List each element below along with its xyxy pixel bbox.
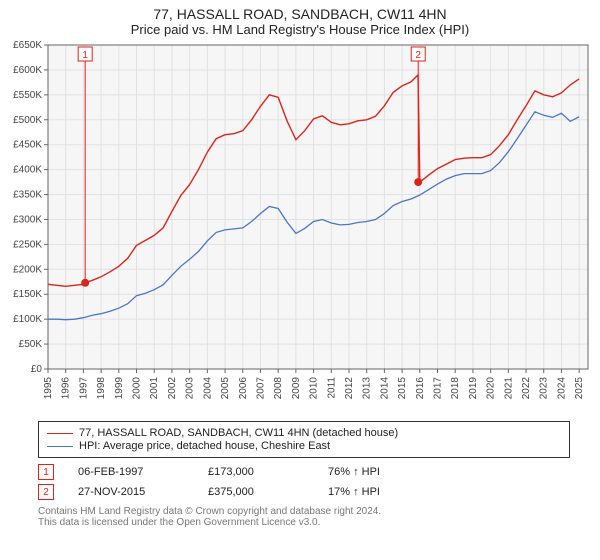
legend: 77, HASSALL ROAD, SANDBACH, CW11 4HN (de… [38,421,570,458]
chart-title-line1: 77, HASSALL ROAD, SANDBACH, CW11 4HN [0,6,600,22]
svg-text:2011: 2011 [326,377,337,399]
svg-text:£300K: £300K [13,214,42,225]
svg-text:2015: 2015 [397,377,408,400]
svg-text:2024: 2024 [556,377,567,400]
svg-text:£450K: £450K [13,140,42,151]
svg-text:2021: 2021 [503,377,514,400]
svg-text:1997: 1997 [78,377,89,400]
svg-text:£0: £0 [31,364,43,375]
legend-item: HPI: Average price, detached house, Ches… [47,440,561,452]
sale-price: £173,000 [208,466,328,478]
sales-row: 1 06-FEB-1997£173,00076% ↑ HPI [38,464,570,480]
svg-text:2007: 2007 [255,377,266,400]
svg-text:1998: 1998 [96,377,107,400]
svg-text:£100K: £100K [13,314,42,325]
sale-price: £375,000 [208,486,328,498]
sale-date: 27-NOV-2015 [78,486,208,498]
svg-text:2017: 2017 [433,377,444,400]
svg-text:£650K: £650K [13,40,42,51]
footer-line2: This data is licensed under the Open Gov… [38,517,570,528]
sale-badge: 1 [38,464,54,480]
svg-text:2020: 2020 [486,377,497,400]
svg-text:2019: 2019 [468,377,479,400]
footer-line1: Contains HM Land Registry data © Crown c… [38,506,570,517]
svg-text:2005: 2005 [220,377,231,400]
svg-text:£250K: £250K [13,239,42,250]
svg-text:2: 2 [415,50,421,61]
svg-text:1995: 1995 [43,377,54,400]
sale-badge: 2 [38,484,54,500]
svg-text:2009: 2009 [291,377,302,400]
legend-swatch [47,446,73,447]
svg-text:2016: 2016 [415,377,426,400]
svg-text:2014: 2014 [379,377,390,400]
svg-text:2022: 2022 [521,377,532,400]
legend-label: HPI: Average price, detached house, Ches… [79,440,330,452]
svg-text:1996: 1996 [61,377,72,400]
svg-text:2013: 2013 [362,377,373,400]
svg-text:2006: 2006 [238,377,249,400]
svg-text:2002: 2002 [167,377,178,400]
svg-text:£50K: £50K [19,339,43,350]
svg-text:1999: 1999 [114,377,125,400]
svg-text:£200K: £200K [13,264,42,275]
svg-text:2001: 2001 [149,377,160,400]
sale-marker-1 [81,279,89,287]
svg-text:2000: 2000 [132,377,143,400]
svg-text:£550K: £550K [13,90,42,101]
svg-text:£400K: £400K [13,165,42,176]
svg-text:2023: 2023 [539,377,550,400]
sales-row: 2 27-NOV-2015£375,00017% ↑ HPI [38,484,570,500]
svg-text:£150K: £150K [13,289,42,300]
sale-date: 06-FEB-1997 [78,466,208,478]
svg-text:£600K: £600K [13,65,42,76]
svg-text:2025: 2025 [574,377,585,400]
legend-swatch [47,433,73,434]
legend-item: 77, HASSALL ROAD, SANDBACH, CW11 4HN (de… [47,427,561,439]
svg-text:2012: 2012 [344,377,355,400]
svg-text:£350K: £350K [13,190,42,201]
chart-title-block: 77, HASSALL ROAD, SANDBACH, CW11 4HN Pri… [0,0,600,37]
svg-text:2018: 2018 [450,377,461,400]
price-chart: £0 £50K £100K £150K £200K £250K £300K £350K £400… [0,37,600,417]
sale-hpi-delta: 17% ↑ HPI [328,486,380,498]
svg-text:1: 1 [82,50,88,61]
sales-table: 1 06-FEB-1997£173,00076% ↑ HPI 2 27-NOV-201… [38,464,570,500]
data-attribution: Contains HM Land Registry data © Crown c… [38,506,570,528]
chart-title-line2: Price paid vs. HM Land Registry's House … [0,22,600,37]
svg-text:2008: 2008 [273,377,284,400]
legend-label: 77, HASSALL ROAD, SANDBACH, CW11 4HN (de… [79,427,398,439]
svg-text:2003: 2003 [185,377,196,400]
svg-text:£500K: £500K [13,115,42,126]
sale-hpi-delta: 76% ↑ HPI [328,466,380,478]
svg-text:2004: 2004 [202,377,213,400]
svg-text:2010: 2010 [309,377,320,400]
sale-marker-2 [414,178,422,186]
